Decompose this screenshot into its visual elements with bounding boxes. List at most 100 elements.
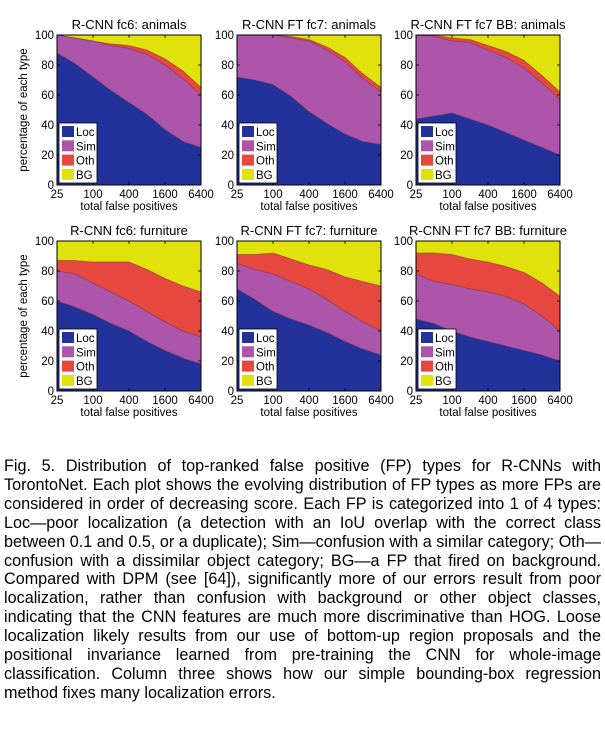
- x-tick-label: 25: [410, 189, 423, 201]
- y-tick-label: 60: [41, 90, 54, 102]
- panel-title: R-CNN FT fc7 BB: furniture: [409, 223, 567, 238]
- legend-swatch-sim: [242, 140, 254, 152]
- x-axis-label: total false positives: [439, 201, 536, 213]
- legend-label: Sim: [76, 141, 96, 153]
- area-oth: [57, 260, 201, 337]
- boundary-line-oth: [416, 34, 561, 93]
- legend-label: Loc: [76, 333, 95, 345]
- legend-swatch-sim: [421, 140, 433, 152]
- y-tick-label: 0: [48, 386, 54, 398]
- legend-label: BG: [76, 376, 93, 388]
- legend-label: Loc: [256, 333, 275, 345]
- legend-swatch-oth: [421, 360, 433, 372]
- legend-label: Loc: [435, 127, 454, 139]
- y-tick-label: 80: [221, 60, 234, 72]
- legend-label: BG: [256, 376, 273, 388]
- x-tick-label: 400: [478, 395, 497, 407]
- legend-swatch-bg: [62, 374, 74, 386]
- x-tick-label: 100: [83, 189, 102, 201]
- y-tick-label: 40: [41, 120, 54, 132]
- legend-label: BG: [435, 376, 452, 388]
- area-bg: [237, 35, 381, 88]
- y-tick-label: 80: [221, 266, 234, 278]
- x-tick-label: 100: [442, 189, 461, 201]
- x-axis-label: total false positives: [80, 201, 177, 213]
- legend-label: Oth: [435, 156, 454, 168]
- area-bg: [57, 35, 201, 88]
- panel-title: R-CNN fc6: furniture: [70, 223, 188, 238]
- x-tick-label: 100: [263, 189, 282, 201]
- chart-panel: 0 20 40 60 80 100 25 100 400 1600 6400 R-CNN FT fc7…: [215, 223, 394, 419]
- legend-swatch-loc: [242, 332, 254, 343]
- y-tick-label: 60: [400, 90, 413, 102]
- y-tick-label: 60: [41, 296, 54, 308]
- legend-swatch-oth: [242, 360, 254, 372]
- legend-label: Oth: [256, 156, 275, 168]
- y-tick-label: 60: [221, 90, 234, 102]
- legend-label: Sim: [256, 141, 276, 153]
- y-tick-label: 100: [394, 236, 413, 248]
- x-tick-label: 100: [263, 395, 282, 407]
- boundary-line-sim: [56, 270, 202, 338]
- legend-label: Oth: [76, 156, 95, 168]
- y-tick-label: 0: [228, 386, 234, 398]
- area-sim: [416, 274, 560, 361]
- chart-panel: 0 20 40 60 80 100 25 100 400 1600 6400 R-CNN FT fc7…: [394, 223, 573, 419]
- y-tick-label: 100: [215, 30, 234, 42]
- area-oth: [416, 35, 560, 100]
- x-tick-label: 400: [478, 189, 497, 201]
- x-tick-label: 25: [231, 395, 244, 407]
- y-tick-label: 20: [221, 150, 234, 162]
- x-tick-label: 6400: [368, 395, 394, 407]
- legend-swatch-loc: [421, 126, 433, 137]
- legend-label: BG: [435, 170, 452, 182]
- legend-swatch-sim: [62, 346, 74, 358]
- y-tick-label: 100: [394, 30, 413, 42]
- legend-label: Loc: [256, 127, 275, 139]
- y-tick-label: 20: [41, 150, 54, 162]
- x-tick-label: 1600: [152, 189, 178, 201]
- x-tick-label: 6400: [368, 189, 394, 201]
- legend-swatch-sim: [421, 346, 433, 358]
- legend-swatch-bg: [242, 168, 254, 180]
- chart-panel: 0 20 40 60 80 100 25 100 400 1600 6400 R-CNN fc6: f…: [18, 223, 214, 419]
- legend-label: Sim: [256, 347, 276, 359]
- x-tick-label: 1600: [511, 395, 537, 407]
- legend-swatch-loc: [421, 332, 433, 343]
- legend-label: Loc: [76, 127, 95, 139]
- y-tick-label: 40: [400, 326, 413, 338]
- area-bg: [57, 241, 201, 292]
- y-tick-label: 20: [400, 150, 413, 162]
- legend-swatch-bg: [421, 168, 433, 180]
- area-oth: [57, 35, 201, 95]
- legend-swatch-bg: [62, 168, 74, 180]
- boundary-line-sim: [415, 34, 561, 100]
- panel-title: R-CNN FT fc7: animals: [242, 17, 377, 32]
- legend-label: Sim: [435, 141, 455, 153]
- legend-swatch-oth: [242, 154, 254, 166]
- x-tick-label: 25: [410, 395, 423, 407]
- legend-label: Oth: [435, 362, 454, 374]
- area-sim: [57, 271, 201, 364]
- legend-label: Sim: [76, 347, 96, 359]
- x-tick-label: 1600: [332, 189, 358, 201]
- y-tick-label: 60: [400, 296, 413, 308]
- x-tick-label: 1600: [152, 395, 178, 407]
- y-tick-label: 100: [35, 30, 54, 42]
- chart-panel: 0 20 40 60 80 100 25 100 400 1600 6400 R-CNN FT fc7…: [215, 17, 394, 213]
- y-axis-label: percentage of each type: [18, 48, 30, 171]
- y-tick-label: 20: [41, 356, 54, 368]
- legend-label: Sim: [435, 347, 455, 359]
- legend-swatch-loc: [242, 126, 254, 137]
- y-tick-label: 80: [400, 60, 413, 72]
- x-axis-label: total false positives: [439, 407, 536, 419]
- y-tick-label: 20: [221, 356, 234, 368]
- x-axis-label: total false positives: [260, 407, 357, 419]
- legend-label: BG: [256, 170, 273, 182]
- x-tick-label: 6400: [188, 395, 214, 407]
- boundary-line-sim: [415, 273, 561, 332]
- y-tick-label: 0: [407, 386, 413, 398]
- area-bg: [237, 241, 381, 286]
- y-tick-label: 40: [221, 326, 234, 338]
